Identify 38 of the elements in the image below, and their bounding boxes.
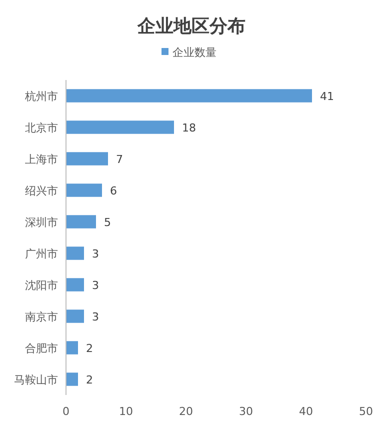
x-tick-label: 40 [299, 405, 313, 418]
data-label: 41 [320, 90, 334, 103]
bar [66, 310, 84, 323]
data-label: 2 [86, 373, 93, 386]
y-tick-label: 上海市 [25, 152, 58, 166]
bar [66, 152, 108, 166]
x-tick-label: 10 [119, 405, 133, 418]
y-tick-label: 深圳市 [25, 216, 58, 229]
data-label: 5 [104, 216, 111, 229]
data-label: 7 [116, 152, 123, 166]
x-tick-label: 20 [179, 405, 193, 418]
data-label: 3 [92, 278, 99, 292]
bar [66, 120, 174, 134]
data-label: 3 [92, 310, 99, 324]
bar [66, 246, 84, 260]
chart-title: 企业地区分布 [136, 16, 246, 37]
x-tick-label: 0 [62, 405, 70, 418]
data-label: 6 [110, 184, 117, 198]
x-tick-label: 30 [239, 405, 253, 418]
bar [66, 215, 96, 228]
bar [66, 278, 84, 292]
data-label: 2 [86, 342, 93, 355]
y-tick-label: 合肥市 [25, 342, 58, 355]
y-tick-label: 沈阳市 [25, 278, 58, 292]
y-tick-label: 南京市 [25, 310, 58, 324]
bar [66, 372, 78, 386]
y-tick-label: 马鞍山市 [14, 373, 58, 386]
y-tick-label: 绍兴市 [25, 184, 58, 198]
bar [66, 341, 78, 354]
y-tick-label: 北京市 [25, 121, 58, 134]
bar [66, 89, 312, 102]
y-tick-label: 杭州市 [24, 90, 58, 103]
x-tick-label: 50 [359, 405, 373, 418]
y-tick-label: 广州市 [25, 247, 58, 260]
legend-label: 企业数量 [172, 46, 216, 59]
data-label: 3 [92, 247, 99, 260]
bar [66, 184, 102, 197]
data-label: 18 [182, 121, 196, 134]
